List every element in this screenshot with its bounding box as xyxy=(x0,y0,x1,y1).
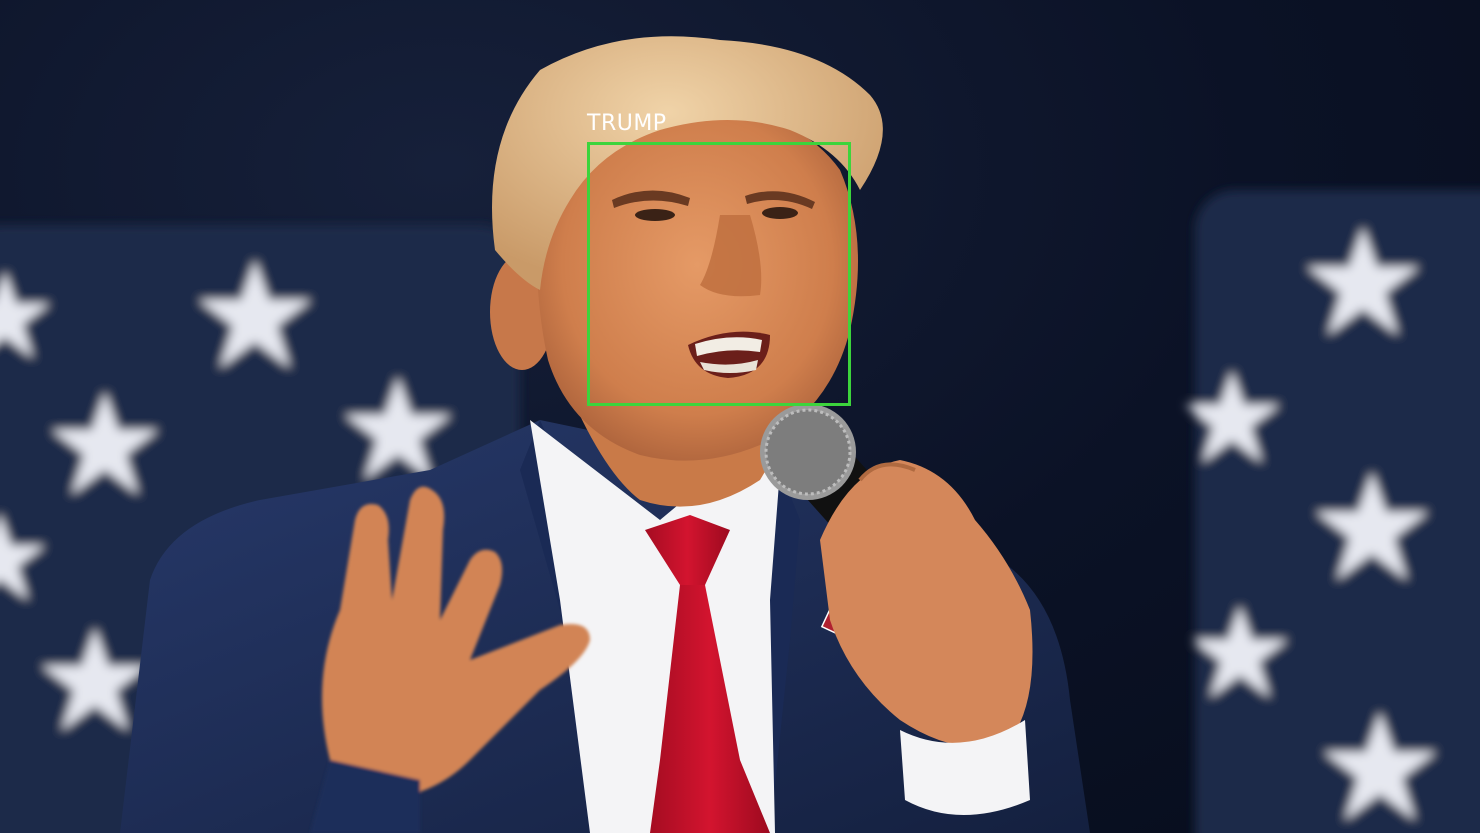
right-banner xyxy=(1184,190,1480,833)
face-detection-box xyxy=(587,142,851,406)
eyes xyxy=(612,190,815,221)
cuff xyxy=(900,720,1030,815)
mouth xyxy=(688,331,770,378)
face-detection-label: TRUMP xyxy=(587,111,667,136)
left-hand xyxy=(310,486,590,833)
nose xyxy=(700,215,762,297)
tie xyxy=(645,515,770,833)
right-hand xyxy=(820,460,1033,747)
hair xyxy=(492,36,883,290)
